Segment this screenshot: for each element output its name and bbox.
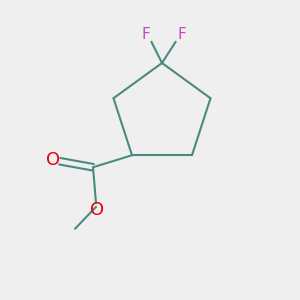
Text: O: O [91, 201, 105, 219]
Text: F: F [141, 27, 150, 42]
Text: F: F [177, 27, 186, 42]
Text: O: O [46, 151, 61, 169]
